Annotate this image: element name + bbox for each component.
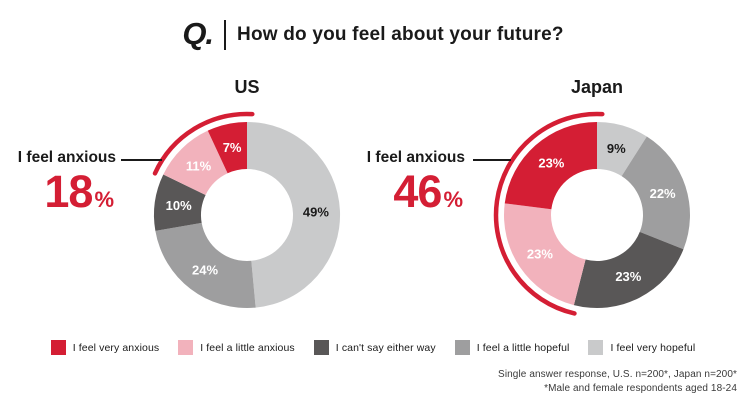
- donut-slice: [247, 121, 341, 308]
- question-text: How do you feel about your future?: [237, 23, 564, 45]
- donut-chart-japan: 9% 22% 23% 23% 23%: [493, 111, 691, 316]
- question-mark-label: Q.: [182, 16, 214, 51]
- footnote-line-1: Single answer response, U.S. n=200*, Jap…: [498, 369, 737, 380]
- legend-label: I feel a little anxious: [200, 341, 295, 354]
- legend: I feel very anxious I feel a little anxio…: [0, 340, 746, 355]
- legend-label: I feel very anxious: [72, 341, 160, 354]
- slice-value-label: 11%: [186, 158, 212, 173]
- donut-slice: [621, 136, 691, 250]
- page-title: Q. How do you feel about your future?: [0, 18, 746, 51]
- callout-number-japan: 46: [393, 166, 442, 217]
- legend-swatch: [50, 340, 66, 355]
- footnote: Single answer response, U.S. n=200*, Jap…: [498, 368, 737, 396]
- legend-item: I feel a little anxious: [178, 340, 295, 355]
- legend-swatch: [454, 340, 470, 355]
- callout-value-us: 18%: [4, 169, 114, 214]
- donut-slice: [573, 231, 684, 309]
- donut-slice: [597, 122, 647, 177]
- slice-value-label: 23%: [527, 246, 553, 261]
- donut-slice: [504, 122, 597, 210]
- legend-item: I feel very anxious: [50, 340, 160, 355]
- callout-label-japan: I feel anxious: [366, 149, 465, 166]
- donut-chart-us: 49% 24% 10% 11% 7%: [152, 111, 341, 309]
- slice-value-label: 49%: [303, 204, 329, 219]
- legend-label: I feel very hopeful: [610, 341, 696, 354]
- legend-label: I can't say either way: [335, 341, 436, 354]
- slice-value-label: 10%: [166, 198, 192, 213]
- legend-item: I feel very hopeful: [588, 340, 695, 355]
- callout-pointer-line-us: [121, 159, 162, 161]
- callout-label-us: I feel anxious: [17, 149, 116, 166]
- title-divider: [224, 19, 227, 50]
- legend-swatch: [178, 340, 194, 355]
- legend-swatch: [588, 340, 604, 355]
- donut-slice: [163, 130, 228, 195]
- callout-unit-japan: %: [443, 187, 463, 212]
- slice-value-label: 9%: [607, 141, 626, 156]
- callout-unit-us: %: [94, 187, 114, 212]
- donut-slice: [503, 203, 586, 306]
- slice-value-label: 22%: [650, 186, 676, 201]
- legend-item: I can't say either way: [313, 340, 436, 355]
- donut-slice: [207, 122, 247, 174]
- callout-number-us: 18: [44, 166, 93, 217]
- chart-title-us: US: [234, 77, 260, 97]
- highlight-arc: [493, 111, 605, 316]
- highlight-arc: [152, 111, 255, 176]
- footnote-line-2: *Male and female respondents aged 18-24: [544, 383, 737, 394]
- slice-value-label: 23%: [615, 269, 641, 284]
- donut-slice: [155, 222, 256, 309]
- legend-label: I feel a little hopeful: [476, 341, 570, 354]
- legend-swatch: [313, 340, 329, 355]
- chart-title-japan: Japan: [570, 77, 624, 97]
- slice-value-label: 23%: [538, 156, 564, 171]
- legend-item: I feel a little hopeful: [454, 340, 570, 355]
- slice-value-label: 24%: [192, 262, 218, 277]
- callout-value-japan: 46%: [353, 169, 463, 214]
- donut-slice: [154, 174, 206, 231]
- slice-value-label: 7%: [223, 140, 242, 155]
- callout-pointer-line-japan: [473, 159, 511, 161]
